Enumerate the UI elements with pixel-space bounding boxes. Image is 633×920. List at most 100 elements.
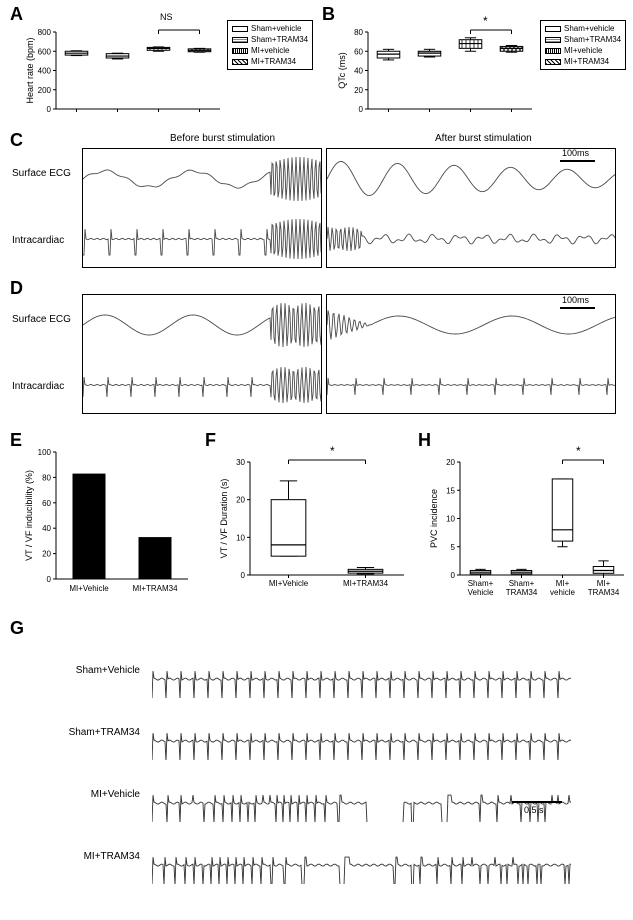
- svg-text:Heart rate (bpm): Heart rate (bpm): [25, 37, 35, 103]
- svg-text:10: 10: [236, 533, 245, 542]
- annotation-ns: NS: [160, 12, 173, 22]
- svg-text:TRAM34: TRAM34: [506, 588, 538, 597]
- svg-text:100: 100: [38, 448, 52, 457]
- svg-text:30: 30: [236, 458, 245, 467]
- legend-label: Sham+TRAM34: [251, 34, 308, 45]
- title-before: Before burst stimulation: [170, 133, 275, 144]
- legend-swatch-icon: [232, 26, 248, 32]
- svg-text:40: 40: [42, 524, 51, 533]
- panel-label-f: F: [205, 430, 216, 451]
- svg-text:Sham+: Sham+: [509, 579, 535, 588]
- trace-d-right: [326, 294, 616, 414]
- legend-label: Sham+TRAM34: [564, 34, 621, 45]
- panel-label-a: A: [10, 4, 23, 25]
- svg-text:600: 600: [38, 47, 52, 56]
- svg-text:MI+Vehicle: MI+Vehicle: [69, 584, 109, 593]
- trace-row: MI+TRAM34: [30, 826, 620, 888]
- legend-item: MI+TRAM34: [232, 56, 308, 67]
- svg-text:80: 80: [354, 28, 363, 37]
- legend-item: Sham+vehicle: [545, 23, 621, 34]
- scalebar-d: [560, 307, 595, 309]
- scalebar-label-d: 100ms: [562, 295, 589, 305]
- legend-item: Sham+TRAM34: [232, 34, 308, 45]
- trace-row-label: Sham+TRAM34: [30, 727, 140, 738]
- svg-text:Sham+: Sham+: [468, 579, 494, 588]
- legend-item: MI+TRAM34: [545, 56, 621, 67]
- label-intracardiac-c: Intracardiac: [12, 235, 64, 246]
- annotation-star-f: *: [330, 444, 335, 458]
- annotation-star: *: [483, 14, 488, 28]
- svg-text:5: 5: [451, 543, 456, 552]
- chart-a: 0 200 400 600 800Heart rate (bpm): [24, 18, 224, 123]
- svg-text:60: 60: [42, 499, 51, 508]
- legend-label: Sham+vehicle: [564, 23, 614, 34]
- svg-text:0: 0: [47, 575, 52, 584]
- svg-text:800: 800: [38, 28, 52, 37]
- trace-row: MI+Vehicle: [30, 764, 620, 826]
- svg-text:MI+TRAM34: MI+TRAM34: [132, 584, 178, 593]
- svg-text:0: 0: [359, 105, 364, 114]
- legend-label: MI+TRAM34: [251, 56, 296, 67]
- trace-g-container: Sham+Vehicle Sham+TRAM34 MI+Vehicle MI+TRAM…: [30, 640, 620, 888]
- svg-text:20: 20: [354, 86, 363, 95]
- svg-text:200: 200: [38, 86, 52, 95]
- legend-label: Sham+vehicle: [251, 23, 301, 34]
- trace-d-left: [82, 294, 322, 414]
- scalebar-c: [560, 160, 595, 162]
- legend-swatch-icon: [545, 59, 561, 65]
- legend-item: Sham+vehicle: [232, 23, 308, 34]
- svg-text:TRAM34: TRAM34: [588, 588, 620, 597]
- legend-swatch-icon: [232, 48, 248, 54]
- svg-text:15: 15: [446, 486, 455, 495]
- svg-text:80: 80: [42, 473, 51, 482]
- scalebar-label-c: 100ms: [562, 148, 589, 158]
- ecg-trace: [152, 768, 572, 822]
- trace-c-right: [326, 148, 616, 268]
- chart-e: 0 20 40 60 80 100 VT / VF inducibility (%) MI+V…: [22, 446, 192, 601]
- legend-swatch-icon: [232, 59, 248, 65]
- svg-text:40: 40: [354, 67, 363, 76]
- legend-label: MI+vehicle: [251, 45, 289, 56]
- svg-text:VT / VF inducibility (%): VT / VF inducibility (%): [24, 470, 34, 561]
- legend-item: MI+vehicle: [232, 45, 308, 56]
- svg-text:PVC incidence: PVC incidence: [429, 489, 439, 548]
- svg-text:20: 20: [446, 458, 455, 467]
- legend-item: MI+vehicle: [545, 45, 621, 56]
- legend-b: Sham+vehicle Sham+TRAM34 MI+vehicle MI+T…: [540, 20, 626, 70]
- trace-row-label: MI+Vehicle: [30, 789, 140, 800]
- trace-row-label: MI+TRAM34: [30, 851, 140, 862]
- label-intracardiac-d: Intracardiac: [12, 381, 64, 392]
- svg-text:10: 10: [446, 515, 455, 524]
- svg-text:MI+: MI+: [597, 579, 611, 588]
- svg-text:20: 20: [42, 550, 51, 559]
- ecg-trace: [152, 644, 572, 698]
- svg-text:0: 0: [241, 571, 246, 580]
- svg-text:MI+TRAM34: MI+TRAM34: [343, 579, 389, 588]
- svg-text:MI+Vehicle: MI+Vehicle: [269, 579, 309, 588]
- trace-row: Sham+Vehicle: [30, 640, 620, 702]
- legend-swatch-icon: [545, 26, 561, 32]
- panel-label-d: D: [10, 278, 23, 299]
- panel-label-c: C: [10, 130, 23, 151]
- trace-c-left: [82, 148, 322, 268]
- label-surface-ecg-c: Surface ECG: [12, 168, 71, 179]
- legend-swatch-icon: [545, 37, 561, 43]
- legend-swatch-icon: [545, 48, 561, 54]
- trace-row-label: Sham+Vehicle: [30, 665, 140, 676]
- panel-label-e: E: [10, 430, 22, 451]
- svg-text:vehicle: vehicle: [550, 588, 575, 597]
- figure-container: A 0200400600800Heart rate (bpm) Sham+veh…: [0, 0, 633, 920]
- panel-label-g: G: [10, 618, 24, 639]
- legend-label: MI+vehicle: [564, 45, 602, 56]
- svg-text:400: 400: [38, 67, 52, 76]
- svg-text:QTc (ms): QTc (ms): [337, 52, 347, 89]
- scalebar-label-g: 0.5 s: [524, 805, 544, 815]
- svg-text:0: 0: [47, 105, 52, 114]
- legend-item: Sham+TRAM34: [545, 34, 621, 45]
- legend-label: MI+TRAM34: [564, 56, 609, 67]
- annotation-star-h: *: [576, 444, 581, 458]
- svg-text:Vehicle: Vehicle: [468, 588, 494, 597]
- scalebar-g: [512, 801, 562, 803]
- chart-b: 020406080QTc (ms): [336, 18, 536, 123]
- svg-text:0: 0: [451, 571, 456, 580]
